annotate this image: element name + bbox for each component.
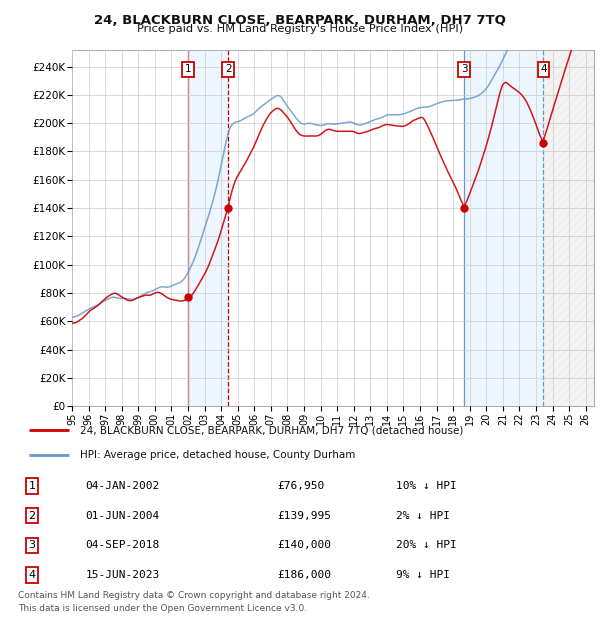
Text: 1: 1 [185, 64, 191, 74]
Text: £139,995: £139,995 [277, 510, 331, 521]
Bar [464, 50, 544, 406]
Text: 2% ↓ HPI: 2% ↓ HPI [396, 510, 450, 521]
Text: 2: 2 [225, 64, 232, 74]
Text: 1: 1 [29, 480, 35, 491]
Text: 9% ↓ HPI: 9% ↓ HPI [396, 570, 450, 580]
Text: £76,950: £76,950 [277, 480, 325, 491]
Text: 10% ↓ HPI: 10% ↓ HPI [396, 480, 457, 491]
Text: 4: 4 [540, 64, 547, 74]
Text: 04-JAN-2002: 04-JAN-2002 [86, 480, 160, 491]
Text: 15-JUN-2023: 15-JUN-2023 [86, 570, 160, 580]
Text: 01-JUN-2004: 01-JUN-2004 [86, 510, 160, 521]
Text: 3: 3 [29, 540, 35, 551]
Bar [188, 50, 228, 406]
Text: 04-SEP-2018: 04-SEP-2018 [86, 540, 160, 551]
Text: 4: 4 [29, 570, 35, 580]
Text: £140,000: £140,000 [277, 540, 331, 551]
Text: 24, BLACKBURN CLOSE, BEARPARK, DURHAM, DH7 7TQ: 24, BLACKBURN CLOSE, BEARPARK, DURHAM, D… [94, 14, 506, 27]
Text: £186,000: £186,000 [277, 570, 331, 580]
Bar [544, 50, 594, 406]
Text: Contains HM Land Registry data © Crown copyright and database right 2024.: Contains HM Land Registry data © Crown c… [18, 591, 370, 600]
Text: 2: 2 [29, 510, 35, 521]
Text: HPI: Average price, detached house, County Durham: HPI: Average price, detached house, Coun… [80, 450, 355, 460]
Text: 3: 3 [461, 64, 467, 74]
Text: 24, BLACKBURN CLOSE, BEARPARK, DURHAM, DH7 7TQ (detached house): 24, BLACKBURN CLOSE, BEARPARK, DURHAM, D… [80, 425, 463, 435]
Text: Price paid vs. HM Land Registry's House Price Index (HPI): Price paid vs. HM Land Registry's House … [137, 24, 463, 33]
Text: This data is licensed under the Open Government Licence v3.0.: This data is licensed under the Open Gov… [18, 603, 307, 613]
Text: 20% ↓ HPI: 20% ↓ HPI [396, 540, 457, 551]
